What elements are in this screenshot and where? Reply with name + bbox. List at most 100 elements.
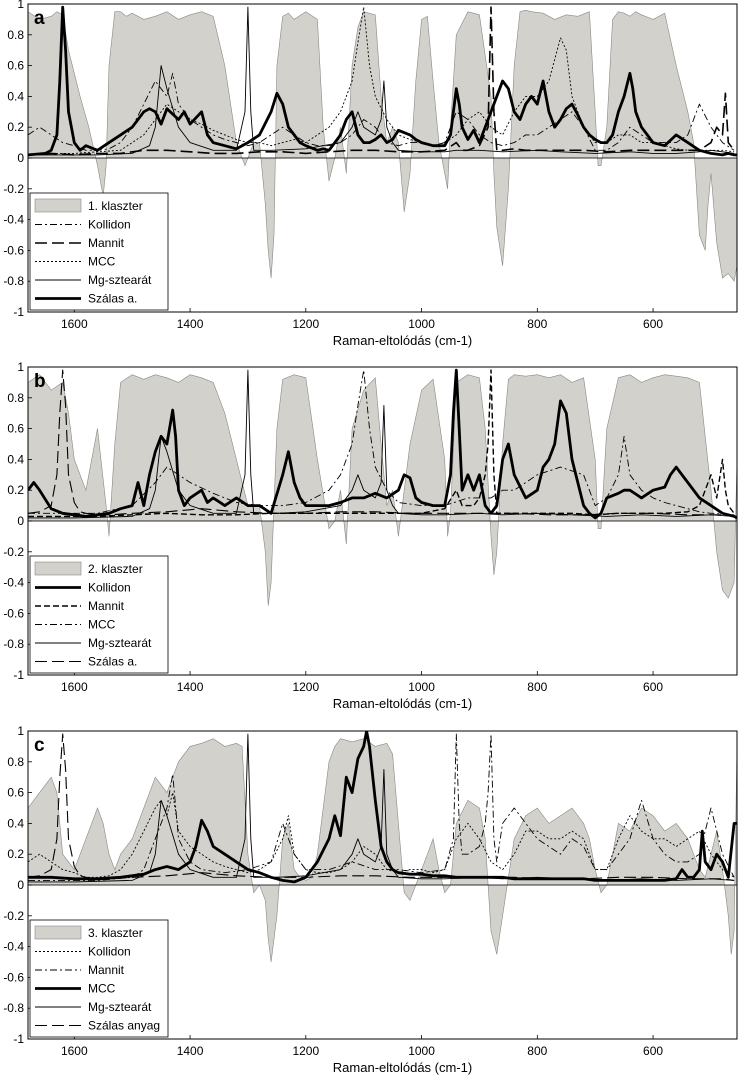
y-tick-label: 0.2 bbox=[7, 847, 24, 861]
legend-swatch bbox=[34, 561, 82, 576]
series-line-2 bbox=[28, 6, 735, 156]
y-tick-label: -1 bbox=[13, 668, 24, 682]
panel-a: 1 0.8 0.6 0.4 0.2 0 -0.2 -0.4 -0.6 -0.8 -1 1600 1400… bbox=[3, 0, 738, 348]
series-line-4 bbox=[28, 733, 735, 881]
legend-label: Szálas a. bbox=[88, 292, 137, 306]
y-tick-label: 0 bbox=[17, 878, 24, 892]
y-tick-label: 0.4 bbox=[7, 816, 24, 830]
x-axis-label: Raman-eltolódás (cm-1) bbox=[333, 696, 472, 711]
legend-swatch bbox=[34, 925, 82, 940]
legend: 2. klaszter Kollidon Mannit MCC Mg-sztearát S… bbox=[29, 555, 169, 674]
x-tick-label: 1000 bbox=[408, 317, 435, 331]
y-tick-label: 0.8 bbox=[7, 755, 24, 769]
y-tick-label: -1 bbox=[13, 1032, 24, 1046]
series-line-4 bbox=[28, 5, 737, 157]
series-line-0 bbox=[28, 792, 735, 878]
panel-label: a bbox=[34, 8, 45, 29]
legend-label: Mg-sztearát bbox=[88, 273, 152, 287]
legend-label: Mg-sztearát bbox=[88, 636, 152, 650]
series-line-0 bbox=[28, 368, 737, 520]
x-tick-label: 1200 bbox=[292, 1044, 319, 1058]
y-tick-label: 0 bbox=[17, 151, 24, 165]
x-tick-label: 600 bbox=[643, 680, 663, 694]
x-tick-label: 1400 bbox=[177, 1044, 204, 1058]
legend-label: Kollidon bbox=[88, 581, 131, 595]
y-tick-label: -0.2 bbox=[3, 909, 24, 923]
legend-label: 3. klaszter bbox=[88, 926, 143, 940]
x-tick-label: 1400 bbox=[177, 317, 204, 331]
panel-label: c bbox=[34, 735, 45, 756]
y-tick-label: 0.4 bbox=[7, 452, 24, 466]
y-tick-label: 0 bbox=[17, 514, 24, 528]
legend-label: Mannit bbox=[88, 599, 125, 613]
y-tick-label: 0.6 bbox=[7, 422, 24, 436]
panel-b: 1 0.8 0.6 0.4 0.2 0 -0.2 -0.4 -0.6 -0.8 -1 1600 1400… bbox=[3, 360, 738, 711]
panel-c: 1 0.8 0.6 0.4 0.2 0 -0.2 -0.4 -0.6 -0.8 -1 1600 1400… bbox=[3, 724, 738, 1075]
series-line-4 bbox=[28, 369, 735, 517]
legend-label: MCC bbox=[88, 982, 116, 996]
y-tick-label: -0.2 bbox=[3, 182, 24, 196]
x-tick-label: 800 bbox=[527, 1044, 547, 1058]
x-tick-label: 1200 bbox=[292, 680, 319, 694]
legend-label: MCC bbox=[88, 618, 116, 632]
series-line-1 bbox=[28, 6, 735, 156]
x-tick-label: 1200 bbox=[292, 317, 319, 331]
y-tick-label: -0.8 bbox=[3, 1001, 24, 1015]
y-tick-label: -0.2 bbox=[3, 545, 24, 559]
legend-label: 1. klaszter bbox=[88, 199, 143, 213]
y-tick-label: 1 bbox=[17, 724, 24, 738]
series-line-3 bbox=[28, 6, 735, 156]
panel-label: b bbox=[34, 371, 46, 392]
x-tick-label: 1000 bbox=[408, 1044, 435, 1058]
legend-label: Mannit bbox=[88, 963, 125, 977]
y-tick-label: 0.6 bbox=[7, 59, 24, 73]
x-tick-label: 1600 bbox=[61, 317, 88, 331]
series-line-1 bbox=[28, 733, 735, 881]
y-tick-label: 0.2 bbox=[7, 120, 24, 134]
y-tick-label: 0.8 bbox=[7, 28, 24, 42]
x-tick-label: 1600 bbox=[61, 1044, 88, 1058]
y-tick-label: -0.6 bbox=[3, 970, 24, 984]
cluster-area bbox=[28, 9, 737, 282]
x-axis-label: Raman-eltolódás (cm-1) bbox=[333, 1060, 472, 1075]
y-tick-label: 1 bbox=[17, 0, 24, 11]
legend-label: Szálas a. bbox=[88, 655, 137, 669]
y-tick-label: -0.4 bbox=[3, 940, 24, 954]
y-tick-label: 0.6 bbox=[7, 786, 24, 800]
x-axis-label: Raman-eltolódás (cm-1) bbox=[333, 333, 472, 348]
series-line-0 bbox=[28, 72, 735, 151]
legend-swatch bbox=[34, 198, 82, 213]
y-tick-label: 0.2 bbox=[7, 483, 24, 497]
y-tick-label: -0.8 bbox=[3, 274, 24, 288]
legend: 3. klaszter Kollidon Mannit MCC Mg-sztearát S… bbox=[29, 919, 169, 1038]
y-tick-label: -0.6 bbox=[3, 606, 24, 620]
x-tick-label: 600 bbox=[643, 1044, 663, 1058]
x-tick-label: 1400 bbox=[177, 680, 204, 694]
legend-label: Kollidon bbox=[88, 945, 131, 959]
series-line-1 bbox=[28, 369, 735, 518]
y-tick-label: -0.6 bbox=[3, 243, 24, 257]
x-tick-label: 1600 bbox=[61, 680, 88, 694]
legend-box bbox=[29, 555, 169, 674]
legend-label: 2. klaszter bbox=[88, 562, 143, 576]
y-tick-label: -0.8 bbox=[3, 637, 24, 651]
y-tick-label: 0.4 bbox=[7, 89, 24, 103]
legend-label: Mannit bbox=[88, 236, 125, 250]
y-tick-label: 0.8 bbox=[7, 391, 24, 405]
legend-box bbox=[29, 919, 169, 1038]
y-tick-label: -0.4 bbox=[3, 213, 24, 227]
y-tick-label: -1 bbox=[13, 305, 24, 319]
legend-label: Kollidon bbox=[88, 218, 131, 232]
legend-label: Szálas anyag bbox=[88, 1019, 160, 1033]
x-tick-label: 800 bbox=[527, 680, 547, 694]
legend-label: Mg-sztearát bbox=[88, 1000, 152, 1014]
cluster-area bbox=[28, 374, 737, 606]
legend: 1. klaszter Kollidon Mannit MCC Mg-sztearát S… bbox=[29, 192, 169, 311]
y-tick-label: -0.4 bbox=[3, 576, 24, 590]
x-tick-label: 1000 bbox=[408, 680, 435, 694]
y-tick-label: 1 bbox=[17, 360, 24, 374]
x-tick-label: 600 bbox=[643, 317, 663, 331]
legend-label: MCC bbox=[88, 255, 116, 269]
x-tick-label: 800 bbox=[527, 317, 547, 331]
